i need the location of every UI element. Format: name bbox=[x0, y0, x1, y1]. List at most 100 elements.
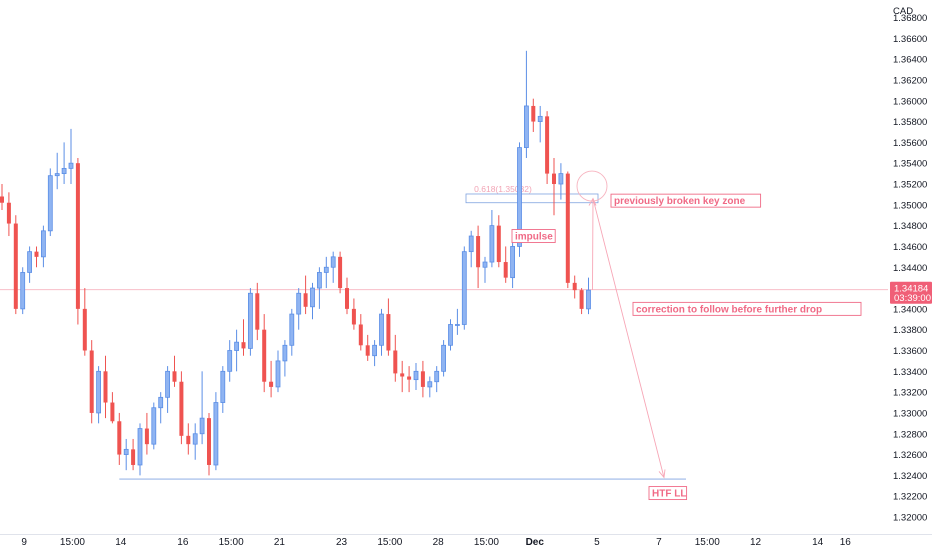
candle[interactable] bbox=[137, 423, 143, 476]
candle[interactable] bbox=[158, 392, 164, 424]
candle-body bbox=[476, 236, 481, 268]
annotation-label[interactable]: impulse bbox=[511, 229, 556, 243]
candle-body bbox=[454, 324, 460, 326]
price-axis[interactable]: CAD 1.36800 1.36600 1.36400 1.36200 1.36000 1… bbox=[893, 6, 927, 524]
candle[interactable] bbox=[20, 267, 26, 315]
candle[interactable] bbox=[207, 412, 211, 476]
candle[interactable] bbox=[117, 412, 122, 465]
candle[interactable] bbox=[262, 314, 267, 393]
candle[interactable] bbox=[393, 334, 398, 382]
candle[interactable] bbox=[296, 288, 302, 330]
candle[interactable] bbox=[365, 334, 370, 361]
candle[interactable] bbox=[372, 340, 378, 367]
candle[interactable] bbox=[255, 282, 260, 341]
candle[interactable] bbox=[579, 288, 584, 315]
candle-body bbox=[338, 256, 343, 289]
candle[interactable] bbox=[220, 366, 226, 413]
candle[interactable] bbox=[165, 366, 171, 413]
candle[interactable] bbox=[558, 163, 564, 200]
candle[interactable] bbox=[303, 275, 308, 315]
candle[interactable] bbox=[289, 308, 295, 356]
candle[interactable] bbox=[192, 423, 198, 460]
candle[interactable] bbox=[565, 171, 570, 289]
candle[interactable] bbox=[247, 288, 253, 356]
candle[interactable] bbox=[110, 392, 115, 424]
candle[interactable] bbox=[545, 111, 550, 184]
candle[interactable] bbox=[531, 98, 536, 132]
candle[interactable] bbox=[386, 298, 391, 356]
candle[interactable] bbox=[454, 308, 460, 335]
candle[interactable] bbox=[186, 423, 191, 455]
candle[interactable] bbox=[75, 157, 80, 325]
candle[interactable] bbox=[27, 246, 33, 283]
candle[interactable] bbox=[345, 277, 349, 315]
candle[interactable] bbox=[482, 256, 488, 283]
candle[interactable] bbox=[241, 319, 246, 356]
candle[interactable] bbox=[282, 340, 288, 377]
candle[interactable] bbox=[310, 282, 315, 320]
candle[interactable] bbox=[468, 230, 474, 268]
candle[interactable] bbox=[496, 215, 501, 268]
candle[interactable] bbox=[537, 105, 543, 143]
candle[interactable] bbox=[41, 225, 46, 268]
candle[interactable] bbox=[434, 366, 440, 393]
candle[interactable] bbox=[199, 371, 205, 445]
candle[interactable] bbox=[151, 402, 157, 450]
candle[interactable] bbox=[131, 438, 136, 471]
candle[interactable] bbox=[330, 251, 336, 283]
candle[interactable] bbox=[552, 157, 556, 216]
candle[interactable] bbox=[503, 246, 508, 283]
candle[interactable] bbox=[441, 340, 447, 377]
annotation-label[interactable]: correction to follow before further drop bbox=[632, 301, 862, 316]
candle[interactable] bbox=[0, 184, 4, 211]
candle[interactable] bbox=[234, 329, 240, 372]
candle[interactable] bbox=[323, 256, 329, 289]
y-tick-label: 1.32400 bbox=[893, 471, 927, 482]
candle[interactable] bbox=[461, 246, 467, 330]
candle[interactable] bbox=[213, 392, 219, 471]
annotation-label[interactable]: HTF LL bbox=[648, 486, 688, 501]
candle[interactable] bbox=[476, 225, 481, 289]
candle[interactable] bbox=[6, 192, 11, 237]
candle[interactable] bbox=[407, 366, 412, 393]
candle[interactable] bbox=[338, 251, 343, 294]
candle[interactable] bbox=[420, 360, 425, 398]
candle[interactable] bbox=[34, 246, 39, 268]
candle[interactable] bbox=[448, 319, 453, 351]
candle[interactable] bbox=[54, 152, 60, 190]
candle[interactable] bbox=[524, 50, 529, 158]
candle-body bbox=[234, 341, 240, 351]
candle[interactable] bbox=[510, 236, 516, 289]
annotation-label[interactable]: previously broken key zone bbox=[610, 193, 762, 208]
candle-body bbox=[537, 115, 543, 122]
candle[interactable] bbox=[427, 376, 433, 398]
y-tick-label: 1.33600 bbox=[893, 346, 927, 357]
candle[interactable] bbox=[61, 142, 67, 184]
candle[interactable] bbox=[13, 215, 18, 315]
candle[interactable] bbox=[351, 298, 356, 330]
candle[interactable] bbox=[316, 267, 322, 309]
candle[interactable] bbox=[68, 128, 74, 184]
candle[interactable] bbox=[413, 362, 419, 391]
candle[interactable] bbox=[172, 355, 177, 387]
candle[interactable] bbox=[275, 350, 281, 393]
candle[interactable] bbox=[269, 360, 274, 398]
candle[interactable] bbox=[179, 371, 184, 445]
candle[interactable] bbox=[227, 340, 233, 382]
candle[interactable] bbox=[82, 288, 87, 356]
candle[interactable] bbox=[103, 355, 108, 419]
candle[interactable] bbox=[489, 210, 495, 268]
candle[interactable] bbox=[89, 340, 94, 424]
candle[interactable] bbox=[379, 308, 384, 356]
candle[interactable] bbox=[47, 168, 53, 237]
candle[interactable] bbox=[144, 412, 149, 455]
candle[interactable] bbox=[96, 366, 101, 424]
candle-body bbox=[165, 370, 171, 398]
candle[interactable] bbox=[358, 314, 363, 351]
candle[interactable] bbox=[572, 275, 577, 299]
candle[interactable] bbox=[123, 438, 129, 471]
time-axis[interactable]: 9 15:00 14 16 15:00 21 23 15:00 28 15:00 Dec 5 7 15:0… bbox=[0, 534, 932, 549]
candle[interactable] bbox=[400, 360, 405, 393]
candle[interactable] bbox=[586, 277, 591, 315]
